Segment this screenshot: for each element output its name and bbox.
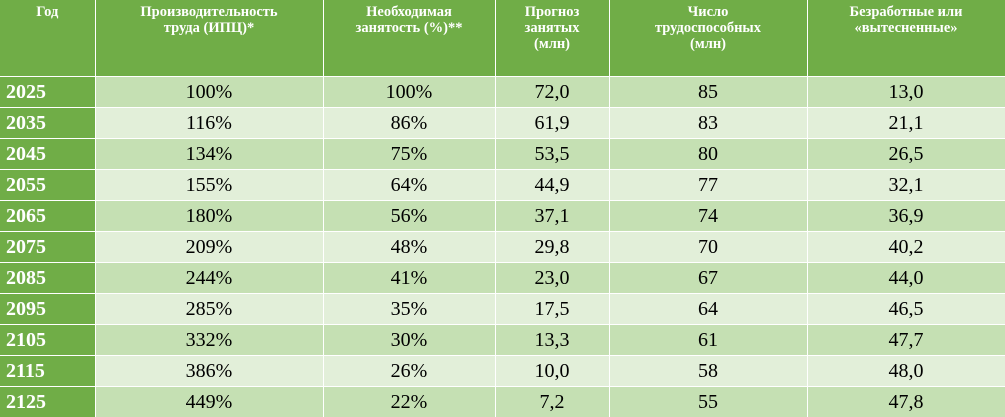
table-row: 2035 116% 86% 61,9 83 21,1 — [0, 108, 1005, 139]
cell-productivity: 449% — [95, 387, 323, 417]
cell-year: 2105 — [0, 325, 95, 356]
cell-unemployed: 13,0 — [807, 77, 1005, 108]
cell-employment: 35% — [323, 294, 495, 325]
table-row: 2125 449% 22% 7,2 55 47,8 — [0, 387, 1005, 417]
cell-workforce: 70 — [609, 232, 807, 263]
table-row: 2095 285% 35% 17,5 64 46,5 — [0, 294, 1005, 325]
cell-workforce: 74 — [609, 201, 807, 232]
table-row: 2055 155% 64% 44,9 77 32,1 — [0, 170, 1005, 201]
cell-employment: 48% — [323, 232, 495, 263]
cell-workforce: 67 — [609, 263, 807, 294]
cell-forecast: 29,8 — [495, 232, 609, 263]
cell-employment: 64% — [323, 170, 495, 201]
cell-unemployed: 48,0 — [807, 356, 1005, 387]
cell-productivity: 116% — [95, 108, 323, 139]
cell-employment: 75% — [323, 139, 495, 170]
cell-productivity: 134% — [95, 139, 323, 170]
cell-workforce: 85 — [609, 77, 807, 108]
header-employment: Необходимая занятость (%)** — [323, 0, 495, 77]
table-row: 2115 386% 26% 10,0 58 48,0 — [0, 356, 1005, 387]
cell-productivity: 100% — [95, 77, 323, 108]
header-forecast: Прогноз занятых (млн) — [495, 0, 609, 77]
cell-employment: 100% — [323, 77, 495, 108]
cell-forecast: 13,3 — [495, 325, 609, 356]
cell-productivity: 180% — [95, 201, 323, 232]
table-row: 2105 332% 30% 13,3 61 47,7 — [0, 325, 1005, 356]
cell-forecast: 23,0 — [495, 263, 609, 294]
cell-forecast: 72,0 — [495, 77, 609, 108]
header-productivity: Производительность труда (ИПЦ)* — [95, 0, 323, 77]
cell-productivity: 155% — [95, 170, 323, 201]
table-row: 2025 100% 100% 72,0 85 13,0 — [0, 77, 1005, 108]
cell-forecast: 17,5 — [495, 294, 609, 325]
cell-productivity: 285% — [95, 294, 323, 325]
table-row: 2085 244% 41% 23,0 67 44,0 — [0, 263, 1005, 294]
cell-forecast: 44,9 — [495, 170, 609, 201]
cell-employment: 41% — [323, 263, 495, 294]
cell-workforce: 55 — [609, 387, 807, 417]
table-row: 2075 209% 48% 29,8 70 40,2 — [0, 232, 1005, 263]
cell-forecast: 53,5 — [495, 139, 609, 170]
cell-unemployed: 44,0 — [807, 263, 1005, 294]
cell-year: 2065 — [0, 201, 95, 232]
cell-unemployed: 26,5 — [807, 139, 1005, 170]
cell-workforce: 83 — [609, 108, 807, 139]
cell-forecast: 61,9 — [495, 108, 609, 139]
cell-year: 2075 — [0, 232, 95, 263]
cell-forecast: 37,1 — [495, 201, 609, 232]
cell-unemployed: 47,8 — [807, 387, 1005, 417]
cell-year: 2045 — [0, 139, 95, 170]
cell-year: 2125 — [0, 387, 95, 417]
cell-employment: 56% — [323, 201, 495, 232]
table-row: 2045 134% 75% 53,5 80 26,5 — [0, 139, 1005, 170]
cell-unemployed: 40,2 — [807, 232, 1005, 263]
header-row: Год Производительность труда (ИПЦ)* Необ… — [0, 0, 1005, 77]
cell-workforce: 64 — [609, 294, 807, 325]
cell-year: 2025 — [0, 77, 95, 108]
cell-workforce: 77 — [609, 170, 807, 201]
cell-unemployed: 36,9 — [807, 201, 1005, 232]
header-workforce: Число трудоспособных (млн) — [609, 0, 807, 77]
header-unemployed: Безработные или «вытесненные» — [807, 0, 1005, 77]
cell-unemployed: 32,1 — [807, 170, 1005, 201]
cell-forecast: 7,2 — [495, 387, 609, 417]
cell-forecast: 10,0 — [495, 356, 609, 387]
cell-year: 2115 — [0, 356, 95, 387]
header-year: Год — [0, 0, 95, 77]
cell-employment: 26% — [323, 356, 495, 387]
cell-year: 2095 — [0, 294, 95, 325]
cell-productivity: 244% — [95, 263, 323, 294]
cell-productivity: 209% — [95, 232, 323, 263]
cell-year: 2035 — [0, 108, 95, 139]
cell-productivity: 332% — [95, 325, 323, 356]
cell-workforce: 61 — [609, 325, 807, 356]
cell-unemployed: 46,5 — [807, 294, 1005, 325]
cell-employment: 22% — [323, 387, 495, 417]
cell-productivity: 386% — [95, 356, 323, 387]
table-row: 2065 180% 56% 37,1 74 36,9 — [0, 201, 1005, 232]
cell-employment: 30% — [323, 325, 495, 356]
cell-employment: 86% — [323, 108, 495, 139]
cell-year: 2085 — [0, 263, 95, 294]
cell-unemployed: 21,1 — [807, 108, 1005, 139]
cell-year: 2055 — [0, 170, 95, 201]
cell-unemployed: 47,7 — [807, 325, 1005, 356]
cell-workforce: 80 — [609, 139, 807, 170]
cell-workforce: 58 — [609, 356, 807, 387]
